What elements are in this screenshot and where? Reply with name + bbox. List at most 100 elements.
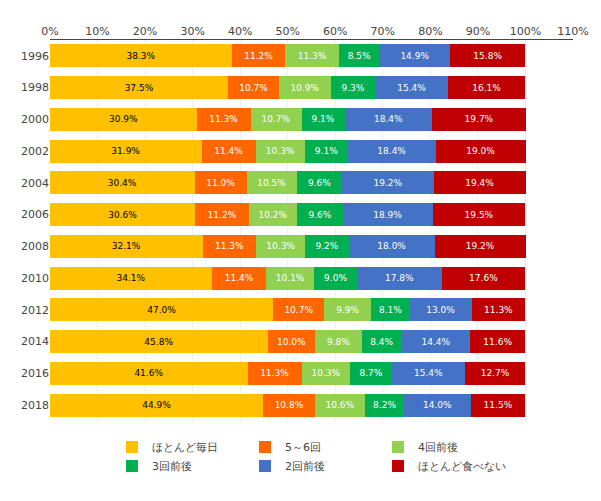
svg-text:11.3%: 11.3% <box>209 114 238 124</box>
svg-text:34.1%: 34.1% <box>117 273 146 283</box>
svg-text:13.0%: 13.0% <box>426 305 455 315</box>
svg-text:9.1%: 9.1% <box>315 146 338 156</box>
svg-text:30%: 30% <box>180 25 204 38</box>
svg-text:11.3%: 11.3% <box>215 241 244 251</box>
svg-text:8.4%: 8.4% <box>370 337 393 347</box>
svg-text:32.1%: 32.1% <box>112 241 141 251</box>
svg-text:10.6%: 10.6% <box>326 400 355 410</box>
svg-text:11.2%: 11.2% <box>208 210 237 220</box>
svg-text:10.8%: 10.8% <box>275 400 304 410</box>
svg-text:2018: 2018 <box>21 399 49 412</box>
svg-text:8.7%: 8.7% <box>360 368 383 378</box>
svg-text:12.7%: 12.7% <box>481 368 510 378</box>
svg-text:10.1%: 10.1% <box>276 273 305 283</box>
svg-text:0%: 0% <box>41 25 58 38</box>
svg-text:11.6%: 11.6% <box>483 337 512 347</box>
svg-text:9.0%: 9.0% <box>324 273 347 283</box>
svg-text:80%: 80% <box>418 25 442 38</box>
svg-text:ほとんど毎日: ほとんど毎日 <box>152 441 218 454</box>
svg-text:4回前後: 4回前後 <box>418 441 458 454</box>
svg-text:10.9%: 10.9% <box>291 83 320 93</box>
svg-text:10.0%: 10.0% <box>277 337 306 347</box>
svg-text:14.0%: 14.0% <box>423 400 452 410</box>
svg-text:40%: 40% <box>228 25 252 38</box>
svg-text:11.0%: 11.0% <box>206 178 235 188</box>
svg-text:16.1%: 16.1% <box>472 83 501 93</box>
svg-text:19.2%: 19.2% <box>466 241 495 251</box>
svg-text:47.0%: 47.0% <box>147 305 176 315</box>
svg-text:10.2%: 10.2% <box>258 210 287 220</box>
svg-text:9.6%: 9.6% <box>308 210 331 220</box>
svg-text:38.3%: 38.3% <box>127 51 156 61</box>
svg-text:19.2%: 19.2% <box>374 178 403 188</box>
svg-text:45.8%: 45.8% <box>144 337 173 347</box>
svg-text:17.8%: 17.8% <box>385 273 414 283</box>
svg-text:2012: 2012 <box>21 304 49 317</box>
svg-text:8.5%: 8.5% <box>348 51 371 61</box>
svg-text:100%: 100% <box>510 25 541 38</box>
svg-text:2016: 2016 <box>21 367 49 380</box>
svg-text:2010: 2010 <box>21 272 49 285</box>
svg-text:60%: 60% <box>323 25 347 38</box>
svg-text:2004: 2004 <box>21 177 49 190</box>
svg-text:18.4%: 18.4% <box>374 114 403 124</box>
svg-text:11.3%: 11.3% <box>484 305 513 315</box>
svg-text:10.3%: 10.3% <box>311 368 340 378</box>
svg-text:20%: 20% <box>133 25 157 38</box>
svg-text:2014: 2014 <box>21 335 49 348</box>
svg-text:1996: 1996 <box>21 50 49 63</box>
svg-text:18.0%: 18.0% <box>377 241 406 251</box>
svg-text:41.6%: 41.6% <box>134 368 163 378</box>
svg-text:10.5%: 10.5% <box>257 178 286 188</box>
svg-text:5～6回: 5～6回 <box>285 441 321 454</box>
svg-text:11.4%: 11.4% <box>214 146 243 156</box>
svg-text:18.4%: 18.4% <box>377 146 406 156</box>
svg-text:70%: 70% <box>371 25 395 38</box>
svg-text:11.3%: 11.3% <box>298 51 327 61</box>
svg-text:17.6%: 17.6% <box>469 273 498 283</box>
svg-text:ほとんど食べない: ほとんど食べない <box>418 460 506 473</box>
svg-text:8.2%: 8.2% <box>373 400 396 410</box>
svg-text:19.4%: 19.4% <box>465 178 494 188</box>
svg-text:11.3%: 11.3% <box>260 368 289 378</box>
svg-text:2002: 2002 <box>21 145 49 158</box>
svg-text:18.9%: 18.9% <box>373 210 402 220</box>
svg-text:9.2%: 9.2% <box>316 241 339 251</box>
svg-text:10.3%: 10.3% <box>266 146 295 156</box>
svg-text:9.1%: 9.1% <box>311 114 334 124</box>
svg-text:11.5%: 11.5% <box>484 400 513 410</box>
svg-text:90%: 90% <box>466 25 490 38</box>
svg-text:50%: 50% <box>276 25 300 38</box>
svg-text:30.6%: 30.6% <box>108 210 137 220</box>
svg-text:1998: 1998 <box>21 81 49 94</box>
svg-text:31.9%: 31.9% <box>111 146 140 156</box>
svg-text:19.5%: 19.5% <box>465 210 494 220</box>
svg-text:11.2%: 11.2% <box>244 51 273 61</box>
svg-text:2006: 2006 <box>21 208 49 221</box>
svg-text:19.7%: 19.7% <box>465 114 494 124</box>
svg-text:44.9%: 44.9% <box>142 400 171 410</box>
svg-text:11.4%: 11.4% <box>225 273 254 283</box>
svg-text:110%: 110% <box>557 25 588 38</box>
svg-text:2008: 2008 <box>21 240 49 253</box>
svg-text:2000: 2000 <box>21 113 49 126</box>
svg-text:30.4%: 30.4% <box>108 178 137 188</box>
svg-text:9.6%: 9.6% <box>308 178 331 188</box>
svg-text:10.7%: 10.7% <box>239 83 268 93</box>
svg-text:10.7%: 10.7% <box>262 114 291 124</box>
svg-text:30.9%: 30.9% <box>109 114 138 124</box>
svg-text:10.7%: 10.7% <box>284 305 313 315</box>
svg-text:15.4%: 15.4% <box>397 83 426 93</box>
svg-text:15.4%: 15.4% <box>414 368 443 378</box>
svg-text:10.3%: 10.3% <box>266 241 295 251</box>
svg-text:3回前後: 3回前後 <box>152 460 192 473</box>
svg-text:10%: 10% <box>85 25 109 38</box>
svg-text:9.3%: 9.3% <box>341 83 364 93</box>
svg-text:14.4%: 14.4% <box>422 337 451 347</box>
svg-text:14.9%: 14.9% <box>400 51 429 61</box>
svg-text:2回前後: 2回前後 <box>285 460 325 473</box>
svg-text:19.0%: 19.0% <box>466 146 495 156</box>
svg-text:37.5%: 37.5% <box>125 83 154 93</box>
svg-text:9.8%: 9.8% <box>327 337 350 347</box>
svg-text:9.9%: 9.9% <box>336 305 359 315</box>
